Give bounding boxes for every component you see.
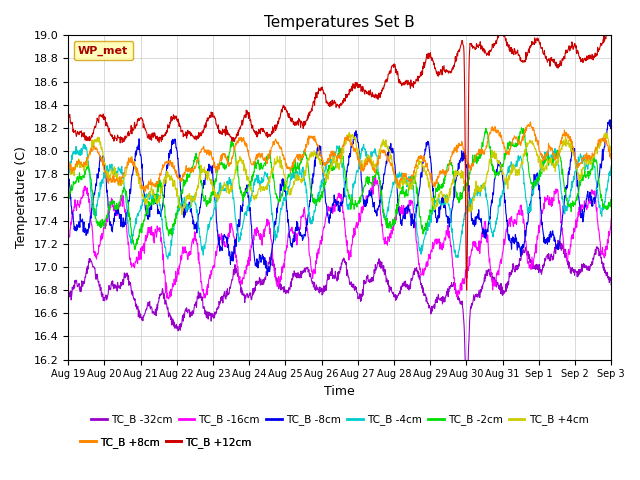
Y-axis label: Temperature (C): Temperature (C) [15, 146, 28, 248]
X-axis label: Time: Time [324, 385, 355, 398]
Legend: TC_B +8cm, TC_B +12cm: TC_B +8cm, TC_B +12cm [76, 433, 256, 452]
Title: Temperatures Set B: Temperatures Set B [264, 15, 415, 30]
